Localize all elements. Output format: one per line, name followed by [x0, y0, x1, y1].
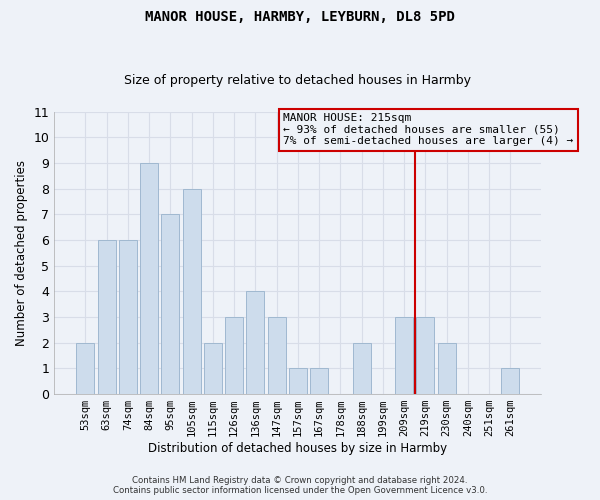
Title: Size of property relative to detached houses in Harmby: Size of property relative to detached ho… — [124, 74, 472, 87]
Bar — [501, 368, 519, 394]
Bar — [289, 368, 307, 394]
Bar — [310, 368, 328, 394]
Bar — [416, 317, 434, 394]
X-axis label: Distribution of detached houses by size in Harmby: Distribution of detached houses by size … — [148, 442, 448, 455]
Bar — [161, 214, 179, 394]
Y-axis label: Number of detached properties: Number of detached properties — [15, 160, 28, 346]
Bar — [395, 317, 413, 394]
Text: Contains HM Land Registry data © Crown copyright and database right 2024.
Contai: Contains HM Land Registry data © Crown c… — [113, 476, 487, 495]
Bar — [76, 343, 94, 394]
Bar — [204, 343, 222, 394]
Bar — [353, 343, 371, 394]
Bar — [182, 189, 200, 394]
Bar — [437, 343, 455, 394]
Bar — [225, 317, 243, 394]
Bar — [119, 240, 137, 394]
Text: MANOR HOUSE, HARMBY, LEYBURN, DL8 5PD: MANOR HOUSE, HARMBY, LEYBURN, DL8 5PD — [145, 10, 455, 24]
Bar — [247, 292, 265, 394]
Bar — [140, 163, 158, 394]
Text: MANOR HOUSE: 215sqm
← 93% of detached houses are smaller (55)
7% of semi-detache: MANOR HOUSE: 215sqm ← 93% of detached ho… — [283, 113, 573, 146]
Bar — [98, 240, 116, 394]
Bar — [268, 317, 286, 394]
